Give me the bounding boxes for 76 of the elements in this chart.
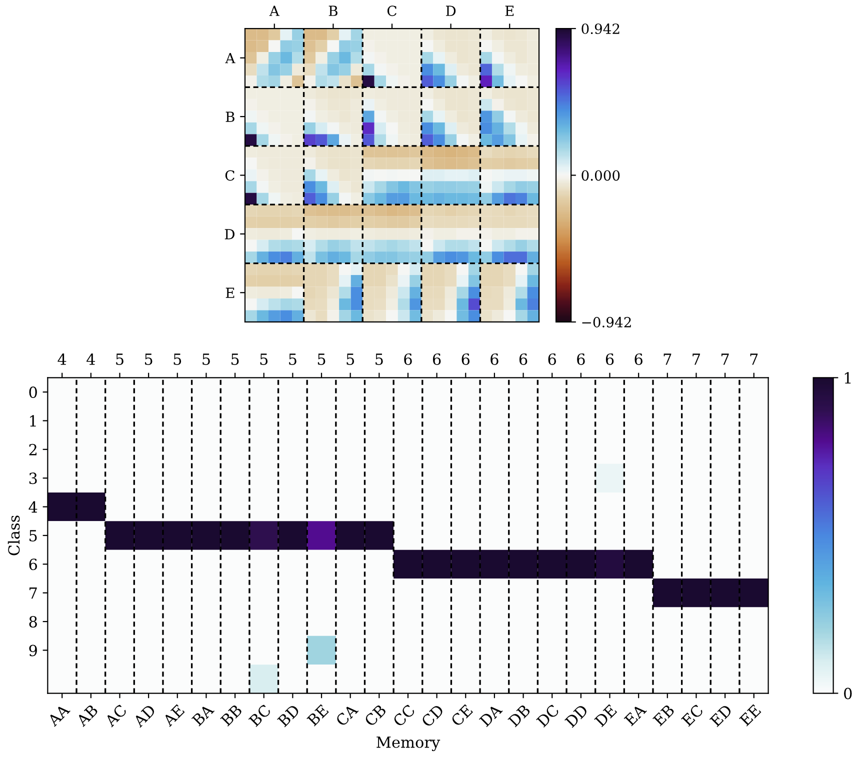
text: 5 bbox=[260, 354, 268, 365]
x-tick-label: DB bbox=[508, 704, 531, 728]
text: 7 bbox=[750, 354, 758, 365]
color-bar-label: 0 bbox=[844, 688, 852, 700]
color-bar-label: 0.000 bbox=[582, 170, 620, 181]
text: 4 bbox=[58, 353, 66, 365]
y-tick-label: 2 bbox=[29, 444, 36, 456]
x-tick-label: ED bbox=[709, 704, 733, 728]
x-tick-label: CD bbox=[420, 704, 445, 728]
text: 5 bbox=[145, 354, 152, 365]
y-tick-label: 6 bbox=[29, 558, 37, 570]
text: 4 bbox=[86, 353, 96, 365]
x-tick-label: AC bbox=[104, 704, 128, 728]
x-tick-label: BD bbox=[277, 704, 300, 728]
y-tick-label: C bbox=[225, 170, 234, 181]
x-tick-label: CC bbox=[392, 704, 416, 728]
color-bar-label: 1 bbox=[844, 372, 851, 384]
text: 6 bbox=[404, 353, 412, 365]
text: 6 bbox=[490, 353, 498, 365]
y-tick-label: B bbox=[226, 112, 234, 122]
y-tick-label: 0 bbox=[29, 386, 37, 398]
y-tick-label: 8 bbox=[29, 616, 37, 628]
x-tick-label: AD bbox=[132, 704, 156, 728]
x-tick-label: CB bbox=[364, 704, 387, 727]
text: 6 bbox=[606, 353, 614, 365]
text: 7 bbox=[692, 354, 700, 365]
x-tick-label: A bbox=[269, 6, 280, 16]
x-tick-label: AB bbox=[75, 704, 98, 728]
x-tick-label: B bbox=[328, 6, 338, 16]
x-tick-label: AA bbox=[46, 703, 70, 727]
text: 5 bbox=[318, 354, 326, 365]
x-tick-label: EB bbox=[652, 704, 675, 726]
x-axis-title: Memory bbox=[376, 736, 440, 752]
x-tick-label: D bbox=[446, 6, 456, 16]
text: 6 bbox=[577, 353, 585, 365]
y-axis-title: Class bbox=[8, 516, 20, 556]
x-tick-label: CA bbox=[335, 703, 359, 727]
x-tick-label: C bbox=[387, 6, 396, 16]
text: 6 bbox=[548, 353, 556, 365]
y-tick-label: E bbox=[226, 288, 234, 298]
x-tick-label: BE bbox=[306, 704, 329, 726]
text: 6 bbox=[634, 353, 642, 365]
y-tick-label: D bbox=[224, 229, 234, 240]
y-tick-label: A bbox=[225, 53, 236, 64]
text: 7 bbox=[664, 354, 672, 365]
x-tick-label: DD bbox=[564, 704, 589, 728]
text: 5 bbox=[202, 354, 210, 365]
x-tick-label: EE bbox=[739, 704, 762, 726]
x-tick-label: CE bbox=[450, 704, 474, 727]
color-bar-label: 0.942 bbox=[582, 24, 620, 34]
text: 7 bbox=[721, 354, 729, 365]
x-tick-label: BA bbox=[191, 703, 215, 726]
text: 6 bbox=[432, 353, 441, 365]
text: 5 bbox=[116, 354, 124, 365]
x-tick-label: EA bbox=[624, 703, 647, 726]
y-tick-label: 3 bbox=[29, 472, 37, 484]
y-tick-label: 9 bbox=[29, 644, 37, 656]
color-bar-label: −0.942 bbox=[582, 316, 631, 328]
text: 5 bbox=[174, 354, 182, 365]
x-tick-label: BB bbox=[220, 704, 243, 726]
y-tick-label: 4 bbox=[28, 501, 38, 513]
y-tick-label: 1 bbox=[30, 415, 36, 427]
x-tick-label: DA bbox=[478, 703, 503, 728]
x-tick-label: AE bbox=[162, 704, 185, 727]
text: 6 bbox=[519, 353, 528, 365]
x-tick-label: EC bbox=[680, 704, 704, 727]
text: 6 bbox=[462, 353, 470, 365]
y-tick-label: 7 bbox=[30, 588, 37, 599]
text: 5 bbox=[346, 354, 354, 365]
x-tick-label: E bbox=[505, 6, 514, 16]
text: 5 bbox=[376, 354, 383, 365]
y-tick-label: 5 bbox=[30, 530, 37, 542]
text: 5 bbox=[289, 354, 296, 365]
x-tick-label: DE bbox=[594, 704, 618, 728]
x-tick-label: BC bbox=[248, 704, 272, 728]
x-tick-label: DC bbox=[536, 704, 560, 728]
